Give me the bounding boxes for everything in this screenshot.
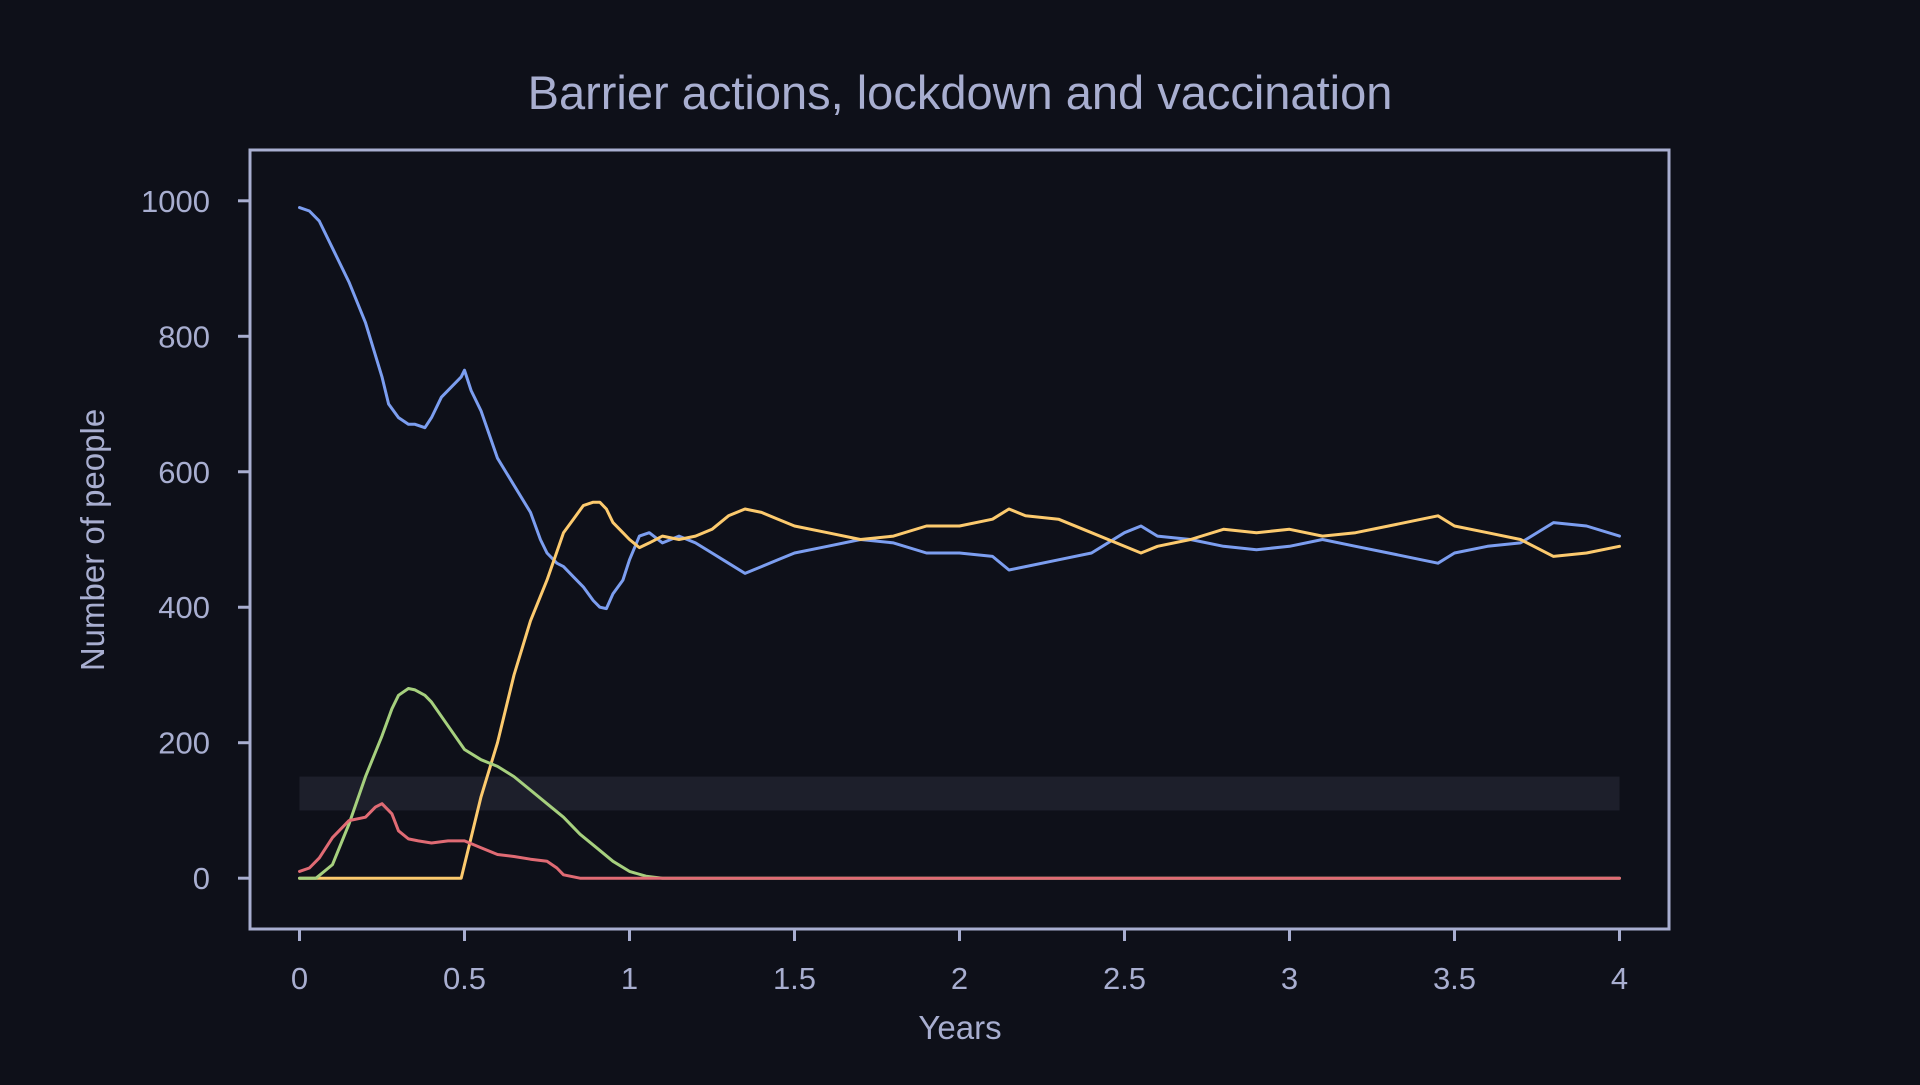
chart-title: Barrier actions, lockdown and vaccinatio… xyxy=(528,66,1393,119)
y-axis-label: Number of people xyxy=(74,409,111,671)
x-tick-label: 2 xyxy=(951,961,968,996)
x-tick-label: 1.5 xyxy=(773,961,816,996)
series-line-2 xyxy=(298,500,1621,880)
x-tick-label: 4 xyxy=(1611,961,1628,996)
plot-area xyxy=(298,206,1621,880)
x-tick-label: 1 xyxy=(621,961,638,996)
x-axis-label: Years xyxy=(918,1009,1001,1046)
x-tick-label: 2.5 xyxy=(1103,961,1146,996)
y-tick-label: 600 xyxy=(158,455,210,490)
y-tick-label: 0 xyxy=(193,861,210,896)
x-tick-label: 0 xyxy=(291,961,308,996)
y-tick-label: 200 xyxy=(158,726,210,761)
y-tick-label: 400 xyxy=(158,590,210,625)
y-tick-label: 800 xyxy=(158,319,210,354)
y-tick-label: 1000 xyxy=(141,184,210,219)
x-axis: 0 0.5 1 1.5 2 2.5 3 3.5 4 xyxy=(291,929,1628,996)
y-axis: 0 200 400 600 800 1000 xyxy=(141,184,250,896)
x-tick-label: 0.5 xyxy=(443,961,486,996)
x-tick-label: 3 xyxy=(1281,961,1298,996)
legend-box xyxy=(299,776,1620,811)
x-tick-label: 3.5 xyxy=(1433,961,1476,996)
series-line-4 xyxy=(298,802,1621,880)
series-line-1 xyxy=(298,206,1621,611)
